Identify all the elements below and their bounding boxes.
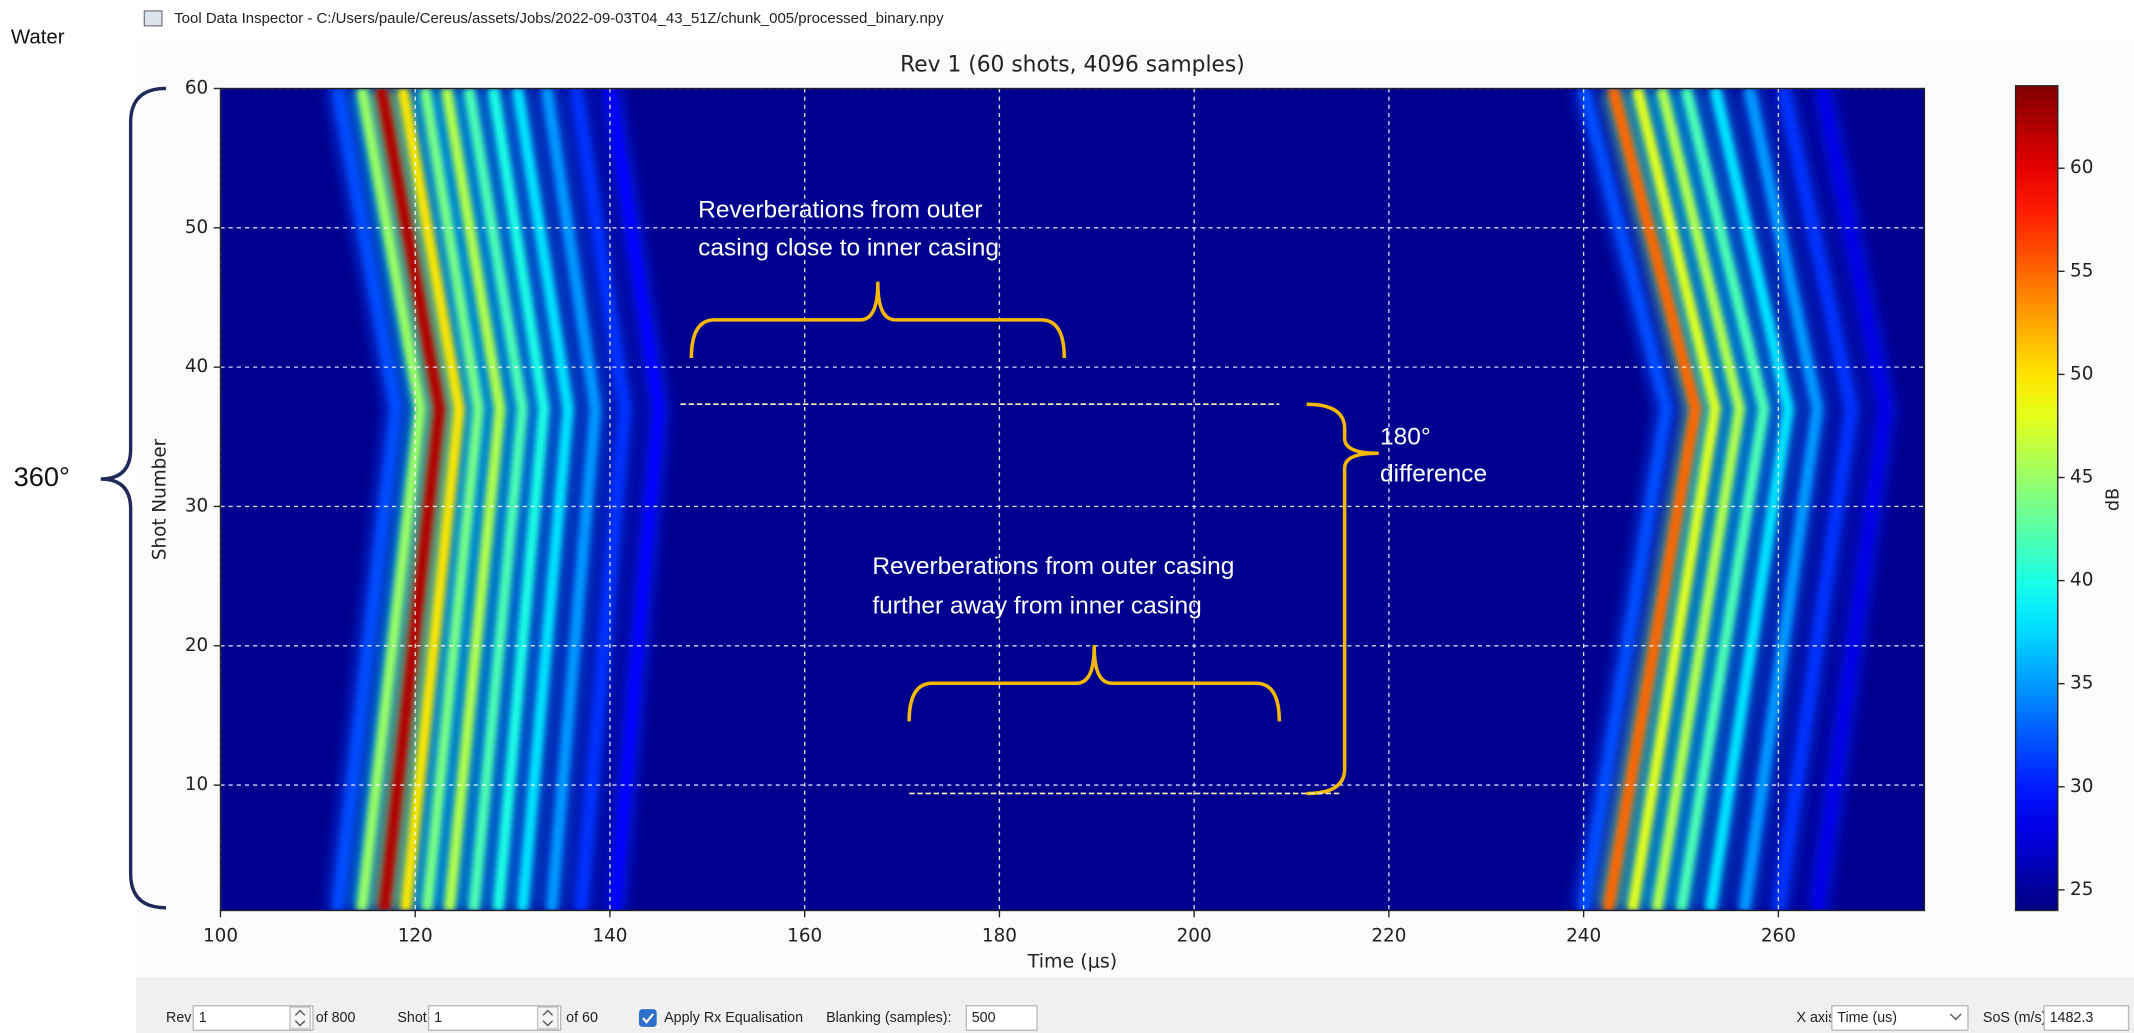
chart-title: Rev 1 (60 shots, 4096 samples) [900,52,1245,77]
colorbar-label: dB [2104,488,2124,511]
colorbar-tick-label: 35 [2070,673,2093,694]
rotation-label: 360° [14,461,70,492]
rev-label: Rev: [166,1010,195,1026]
y-tick-label: 40 [185,356,208,377]
annotation-text: 180° [1380,424,1431,451]
colorbar-tick-label: 45 [2070,467,2093,488]
equalisation-label: Apply Rx Equalisation [664,1010,803,1026]
colorbar-scale [2016,86,2058,911]
colorbar-tick-label: 40 [2070,570,2093,591]
sos-value: 1482.3 [2050,1010,2094,1026]
shot-total: of 60 [566,1010,598,1026]
y-tick-label: 20 [185,635,208,656]
y-tick-label: 30 [185,495,208,516]
colorbar-tick-label: 30 [2070,776,2093,797]
rev-value: 1 [199,1010,207,1026]
x-axis-label: Time (μs) [1027,951,1118,973]
x-tick-label: 180 [982,925,1017,946]
x-tick-label: 200 [1177,925,1212,946]
medium-label: Water [11,27,65,49]
colorbar-tick-label: 55 [2070,260,2093,281]
x-tick-label: 220 [1371,925,1406,946]
x-axis-select-value: Time (us) [1837,1010,1897,1026]
x-tick-label: 100 [203,925,238,946]
plot [220,88,1924,910]
rev-total: of 800 [316,1010,356,1026]
checkbox-box [640,1010,656,1026]
annotation-text: Reverberations from outer [698,196,982,223]
colorbar-tick-label: 50 [2070,363,2093,384]
sos-label: SoS (m/s): [1983,1010,2050,1026]
annotation-text: Reverberations from outer casing [872,553,1234,580]
window-title: Tool Data Inspector - C:/Users/paule/Cer… [174,10,944,27]
colorbar-tick-label: 25 [2070,879,2093,900]
window-icon [144,11,162,26]
x-tick-label: 120 [398,925,433,946]
shot-value: 1 [434,1010,442,1026]
y-tick-label: 60 [185,77,208,98]
screen: Tool Data Inspector - C:/Users/paule/Cer… [0,0,2134,1033]
equalisation-checkbox[interactable] [640,1010,656,1026]
y-tick-label: 50 [185,217,208,238]
annotation-text: casing close to inner casing [698,235,999,262]
annotation-text: difference [1380,460,1487,487]
y-axis-label: Shot Number [150,438,171,560]
annotation-text: further away from inner casing [872,592,1201,619]
y-tick-label: 10 [185,774,208,795]
blanking-value: 500 [972,1010,996,1026]
blanking-label: Blanking (samples): [826,1010,951,1026]
page: Tool Data Inspector - C:/Users/paule/Cer… [0,0,2134,1033]
colorbar-tick-label: 60 [2070,157,2093,178]
x-tick-label: 160 [787,925,822,946]
x-tick-label: 260 [1761,925,1796,946]
x-tick-label: 140 [592,925,627,946]
shot-label: Shot: [397,1010,430,1026]
x-tick-label: 240 [1566,925,1601,946]
